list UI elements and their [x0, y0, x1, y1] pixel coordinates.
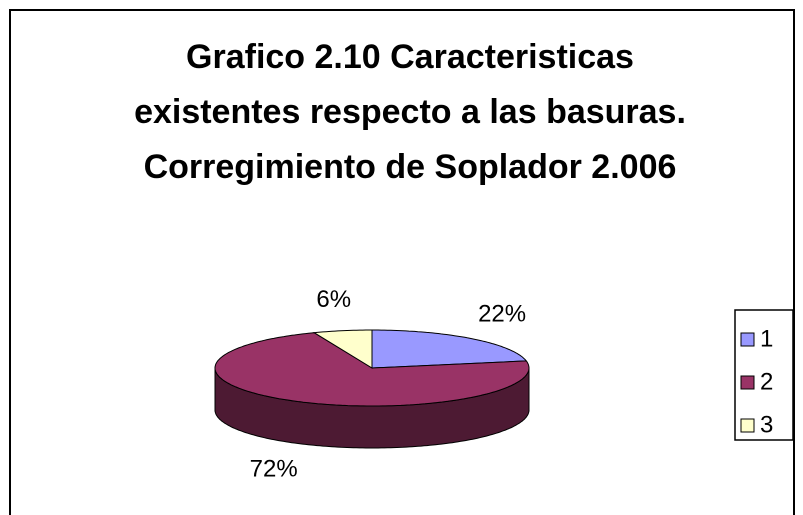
- legend-swatch: [740, 418, 755, 433]
- legend-label: 3: [760, 411, 773, 438]
- legend-swatch: [740, 332, 755, 347]
- legend-label: 1: [760, 325, 773, 352]
- pie-slice: [312, 329, 373, 369]
- legend-label: 2: [760, 368, 773, 395]
- chart-title: Grafico 2.10 Caracteristicas existentes …: [134, 38, 686, 186]
- data-label: 72%: [250, 455, 298, 482]
- legend-swatch: [740, 375, 755, 390]
- data-label: 22%: [478, 301, 526, 328]
- pie-slice: [214, 332, 530, 407]
- legend-box: [734, 309, 794, 441]
- data-label: 6%: [316, 286, 351, 313]
- pie-slice: [371, 329, 528, 369]
